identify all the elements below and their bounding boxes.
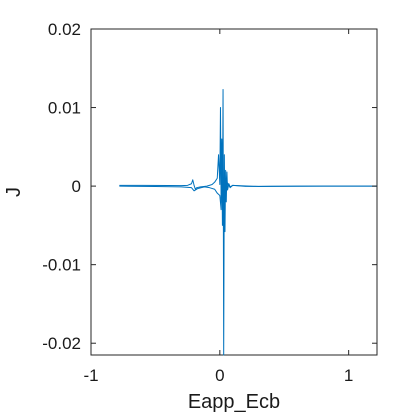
y-tick-label: 0.01	[48, 99, 81, 118]
plot-area	[90, 28, 378, 356]
y-tick-label: -0.02	[42, 334, 81, 353]
series-line-2	[119, 165, 377, 211]
y-tick-label: 0	[72, 177, 81, 196]
x-tick-label: 0	[215, 366, 224, 385]
series-layer	[119, 88, 377, 356]
y-axis-label: J	[3, 187, 25, 197]
x-tick-label: 1	[344, 366, 353, 385]
plot-frame	[90, 28, 378, 356]
y-tick-label: -0.01	[42, 256, 81, 275]
x-tick-label: -1	[83, 366, 98, 385]
ticks-layer: -1 0 1 -0.02 -0.01 0 0.01 0.02	[42, 20, 377, 385]
y-tick-label: 0.02	[48, 20, 81, 39]
x-axis-label: Eapp_Ecb	[188, 391, 280, 413]
